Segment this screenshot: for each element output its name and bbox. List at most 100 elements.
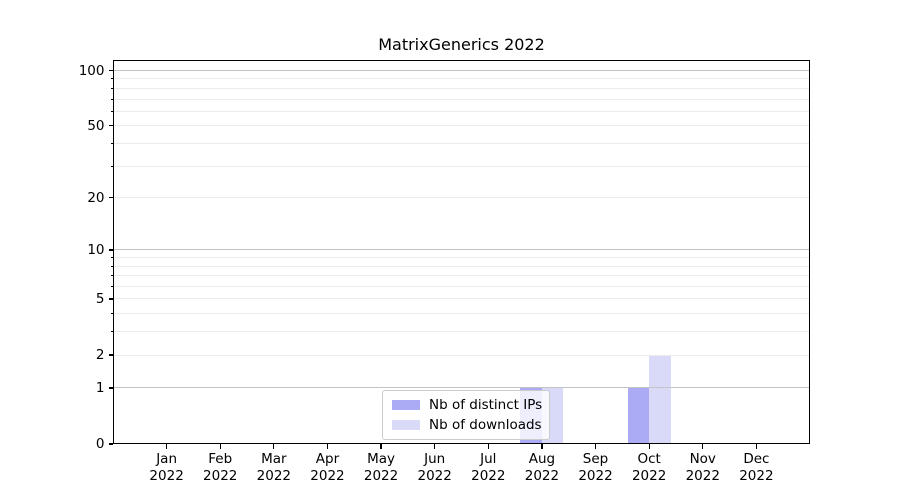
x-tick-mark xyxy=(326,444,329,449)
y-minor-tick-mark xyxy=(110,257,113,259)
y-minor-tick-mark xyxy=(110,125,113,127)
y-minor-tick-mark xyxy=(110,286,113,288)
y-gridline-minor xyxy=(113,142,810,144)
x-tick-label: Jan 2022 xyxy=(135,451,199,484)
x-tick-label: Oct 2022 xyxy=(617,451,681,484)
legend: Nb of distinct IPs Nb of downloads xyxy=(382,390,550,440)
legend-row: Nb of downloads xyxy=(392,415,542,435)
x-tick-month: Feb xyxy=(208,451,233,467)
x-tick-year: 2022 xyxy=(471,467,506,484)
y-minor-tick-mark xyxy=(110,98,113,100)
x-tick-month: Nov xyxy=(689,451,716,467)
y-gridline-minor xyxy=(113,286,810,288)
x-tick-year: 2022 xyxy=(310,467,345,484)
y-minor-tick-mark xyxy=(110,265,113,267)
x-tick-label: Jul 2022 xyxy=(456,451,520,484)
y-gridline-major xyxy=(113,249,810,251)
x-tick-label: Mar 2022 xyxy=(242,451,306,484)
x-tick-year: 2022 xyxy=(203,467,238,484)
y-gridline-minor xyxy=(113,87,810,89)
y-gridline-minor xyxy=(113,313,810,315)
y-gridline-minor xyxy=(113,197,810,199)
y-gridline-minor xyxy=(113,78,810,80)
y-gridline-minor xyxy=(113,275,810,277)
x-tick-year: 2022 xyxy=(578,467,613,484)
y-minor-tick-mark xyxy=(110,165,113,167)
bar-distinct-ips xyxy=(627,387,650,444)
x-tick-label: May 2022 xyxy=(349,451,413,484)
y-gridline-minor xyxy=(113,165,810,167)
x-tick-label: Aug 2022 xyxy=(510,451,574,484)
y-minor-tick-mark xyxy=(110,142,113,144)
legend-row: Nb of distinct IPs xyxy=(392,395,543,415)
y-tick-label: 2 xyxy=(95,347,105,364)
x-tick-mark xyxy=(648,444,650,449)
x-tick-mark xyxy=(487,444,489,449)
x-tick-year: 2022 xyxy=(524,467,560,484)
y-tick-label: 1 xyxy=(95,379,105,396)
y-gridline-minor xyxy=(113,125,810,127)
y-gridline-minor xyxy=(113,98,810,100)
x-tick-mark xyxy=(219,444,221,449)
y-minor-tick-mark xyxy=(110,331,113,333)
y-minor-tick-mark xyxy=(110,313,113,315)
legend-label: Nb of distinct IPs xyxy=(429,397,543,413)
y-minor-tick-mark xyxy=(110,275,113,277)
x-tick-label: Dec 2022 xyxy=(724,451,788,484)
x-tick-label: Feb 2022 xyxy=(188,451,252,484)
y-tick-mark xyxy=(108,249,113,251)
x-tick-mark xyxy=(434,444,436,449)
y-gridline-minor xyxy=(113,298,810,300)
x-tick-month: Jan xyxy=(156,451,178,467)
x-tick-month: Jul xyxy=(480,451,497,467)
y-minor-tick-mark xyxy=(110,197,113,199)
x-tick-month: Jun xyxy=(424,451,446,467)
x-tick-year: 2022 xyxy=(631,467,667,484)
x-tick-month: Sep xyxy=(582,451,609,467)
x-tick-mark xyxy=(273,444,275,449)
x-tick-year: 2022 xyxy=(685,467,720,484)
y-tick-mark xyxy=(108,387,113,389)
x-tick-mark xyxy=(594,444,597,449)
legend-swatch xyxy=(392,420,420,430)
y-tick-label: 10 xyxy=(87,241,105,258)
y-gridline-minor xyxy=(113,331,810,333)
y-tick-label: 20 xyxy=(87,189,105,206)
chart-title: MatrixGenerics 2022 xyxy=(378,35,545,54)
legend-label: Nb of downloads xyxy=(429,417,542,433)
y-gridline-minor xyxy=(113,265,810,267)
x-tick-month: Mar xyxy=(261,451,287,467)
y-gridline-major xyxy=(113,387,810,389)
x-tick-month: May xyxy=(367,451,396,467)
x-tick-year: 2022 xyxy=(256,467,292,484)
x-tick-mark xyxy=(755,444,758,449)
x-tick-mark xyxy=(165,444,168,449)
x-tick-year: 2022 xyxy=(363,467,399,484)
x-tick-month: Aug xyxy=(528,451,556,467)
y-tick-mark xyxy=(108,443,113,445)
x-tick-mark xyxy=(380,444,382,449)
y-tick-label: 5 xyxy=(95,290,105,307)
y-tick-label: 0 xyxy=(95,436,105,452)
x-tick-label: Sep 2022 xyxy=(564,451,628,484)
y-minor-tick-mark xyxy=(110,298,113,300)
x-tick-label: Nov 2022 xyxy=(671,451,735,484)
y-minor-tick-mark xyxy=(110,78,113,80)
y-minor-tick-mark xyxy=(110,87,113,89)
y-minor-tick-mark xyxy=(110,354,113,356)
x-tick-mark xyxy=(702,444,704,449)
x-tick-month: Oct xyxy=(637,451,661,467)
x-tick-mark xyxy=(541,444,543,449)
x-tick-label: Apr 2022 xyxy=(295,451,359,484)
x-tick-year: 2022 xyxy=(149,467,184,484)
y-gridline-minor xyxy=(113,257,810,259)
y-gridline-minor xyxy=(113,110,810,112)
x-tick-year: 2022 xyxy=(417,467,452,484)
plot-area: Nb of distinct IPs Nb of downloads xyxy=(113,60,810,444)
bar-downloads xyxy=(649,355,671,444)
y-tick-label: 100 xyxy=(78,62,105,79)
x-tick-month: Dec xyxy=(743,451,770,467)
x-tick-label: Jun 2022 xyxy=(403,451,467,484)
x-tick-year: 2022 xyxy=(739,467,774,484)
